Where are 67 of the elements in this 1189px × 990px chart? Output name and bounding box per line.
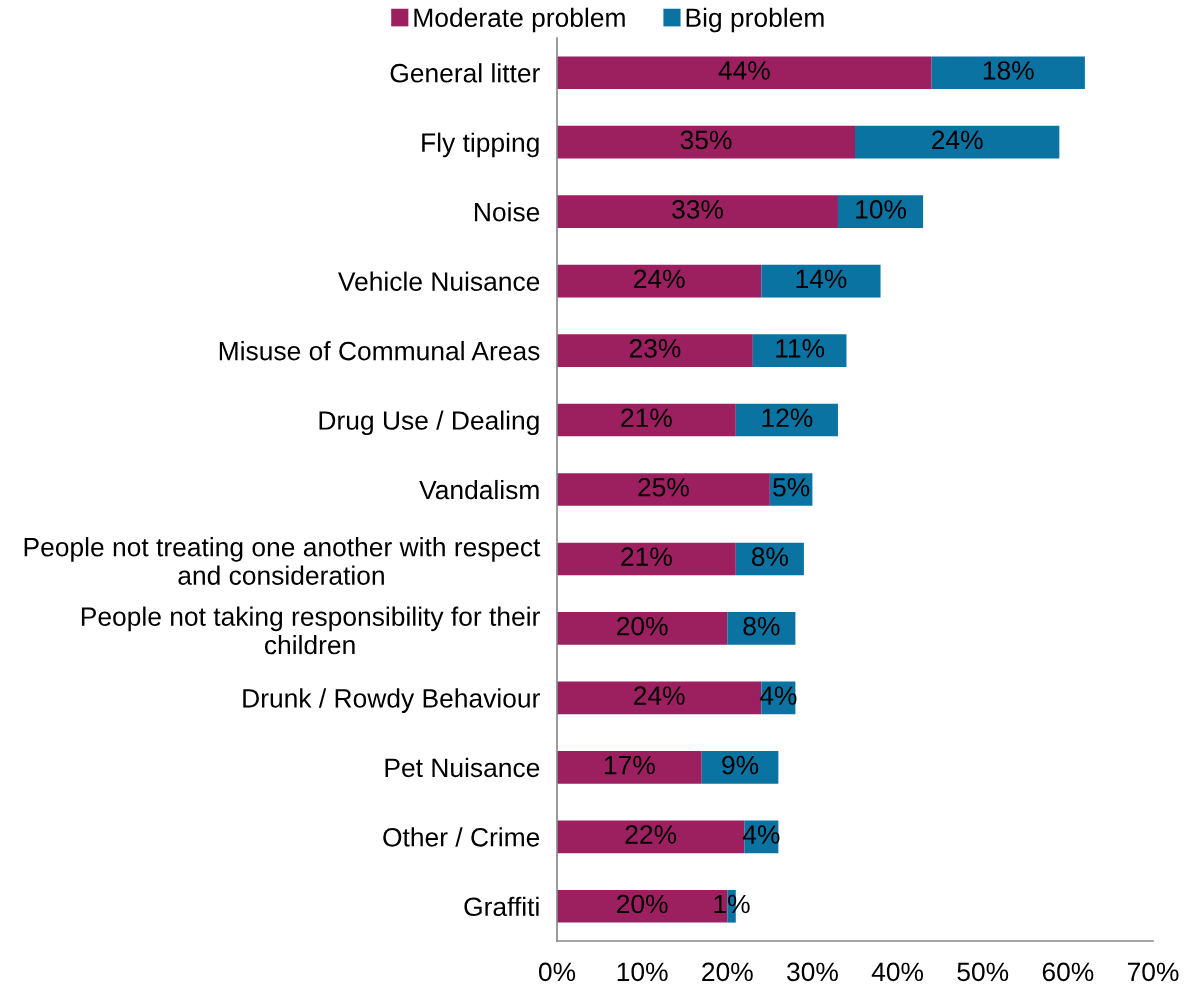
data-label: 17%	[604, 755, 655, 775]
x-tick-label: 40%	[871, 962, 924, 982]
y-tick-label: Graffiti	[464, 896, 539, 917]
y-tick-label: Vandalism	[419, 479, 539, 500]
legend-label: Moderate problem	[414, 7, 625, 33]
data-label: 22%	[625, 825, 677, 844]
bar	[557, 542, 736, 576]
data-label: 8%	[751, 547, 788, 567]
x-tick-label: 30%	[787, 962, 838, 982]
data-label: 21%	[621, 408, 672, 428]
y-tick-label: People not treating one another with respect and consideration	[24, 537, 541, 585]
y-tick-label: Pet Nuisance	[385, 757, 540, 778]
bar	[557, 195, 838, 228]
bar	[855, 125, 1060, 159]
y-tick-label: General litter	[390, 63, 540, 83]
y-tick-label: Misuse of Communal Areas	[219, 341, 540, 361]
data-label: 20%	[617, 616, 668, 636]
bar	[557, 334, 753, 367]
bar	[557, 751, 702, 784]
data-label: 24%	[634, 686, 685, 705]
bar	[735, 403, 838, 437]
x-tick-label: 0%	[538, 962, 576, 982]
bar	[837, 195, 924, 228]
bar	[557, 264, 762, 298]
y-tick-label: Vehicle Nuisance	[338, 271, 540, 291]
data-label: 14%	[796, 269, 847, 289]
y-tick-label: Noise	[475, 202, 540, 222]
data-label: 8%	[743, 616, 780, 636]
data-label: 21%	[621, 547, 672, 566]
bar	[557, 403, 736, 437]
x-tick-label: 10%	[617, 962, 668, 982]
data-label: 9%	[722, 755, 759, 775]
data-label: 24%	[634, 269, 685, 289]
bar	[557, 681, 762, 715]
bar	[557, 125, 855, 159]
data-label: 23%	[629, 338, 681, 358]
bar	[557, 473, 770, 506]
bar	[557, 612, 728, 645]
x-tick-label: 50%	[957, 962, 1009, 982]
data-label: 12%	[762, 408, 813, 428]
data-label: 24%	[932, 130, 983, 150]
x-tick-label: 20%	[702, 962, 753, 982]
legend-label: Big problem	[686, 7, 824, 33]
bar	[727, 612, 796, 645]
data-label: 18%	[983, 61, 1034, 80]
data-label: 1%	[714, 894, 750, 914]
y-tick-label: People not taking responsibility for their children	[81, 606, 540, 655]
y-tick-label: Drug Use / Dealing	[319, 410, 539, 436]
x-tick-label: 60%	[1042, 962, 1094, 982]
y-tick-label: Drunk / Rowdy Behaviour	[243, 688, 540, 713]
data-label: 10%	[856, 200, 907, 219]
bar	[761, 264, 881, 298]
bar	[931, 56, 1085, 90]
data-label: 5%	[773, 478, 810, 497]
data-label: 11%	[776, 339, 825, 358]
bar	[557, 56, 932, 90]
data-label: 44%	[718, 61, 770, 80]
bar	[752, 334, 847, 367]
bar	[701, 751, 779, 784]
bar	[557, 820, 745, 854]
data-label: 33%	[672, 200, 723, 219]
x-tick-label: 70%	[1127, 962, 1179, 982]
data-label: 20%	[617, 894, 668, 914]
y-tick-label: Other / Crime	[383, 827, 540, 847]
data-label: 35%	[680, 130, 732, 150]
data-label: 25%	[638, 477, 689, 497]
y-tick-label: Fly tipping	[422, 132, 539, 158]
